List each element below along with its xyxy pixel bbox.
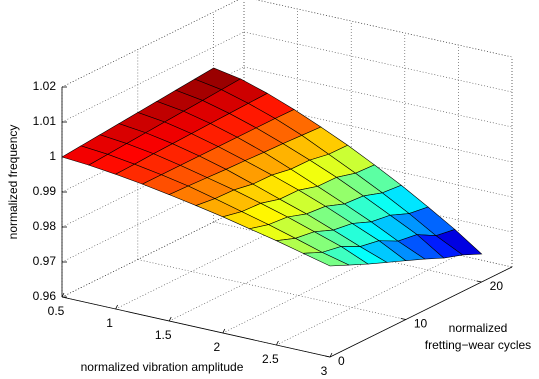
grid-line — [222, 242, 405, 334]
y-tick-label: 10 — [414, 317, 428, 331]
x-tick-label: 3 — [321, 364, 328, 378]
y-axis-label: fretting−wear cycles — [425, 338, 531, 352]
x-axis — [61, 296, 331, 358]
grid-line — [115, 218, 298, 310]
z-tick-label: 1.01 — [33, 114, 57, 128]
tick-mark — [276, 340, 279, 346]
x-tick-label: 1.5 — [155, 328, 172, 342]
grid-line — [243, 31, 513, 93]
x-tick-label: 2 — [213, 340, 220, 354]
z-tick-label: 0.98 — [33, 219, 57, 233]
z-tick-label: 1 — [49, 149, 56, 163]
y-axis — [329, 266, 513, 358]
tick-mark — [115, 304, 118, 310]
tick-mark — [400, 318, 406, 320]
grid-line — [169, 230, 352, 322]
tick-mark — [476, 280, 482, 283]
y-tick-label: 0 — [338, 354, 345, 368]
z-axis-label: normalized frequency — [6, 125, 20, 240]
grid-line — [276, 254, 459, 346]
z-tick-label: 1.02 — [33, 79, 57, 93]
tick-mark — [329, 352, 333, 358]
tick-mark — [168, 316, 172, 322]
grid-line — [61, 31, 245, 123]
y-axis-label: normalized — [449, 321, 508, 335]
x-axis-label: normalized vibration amplitude — [81, 360, 244, 374]
grid-line — [61, 136, 245, 228]
x-tick-label: 1 — [106, 316, 113, 330]
z-tick-label: 0.96 — [33, 289, 57, 303]
grid-line — [243, 66, 513, 128]
grid-line — [61, 171, 245, 263]
x-tick-label: 2.5 — [262, 352, 279, 366]
grid-line — [256, 0, 513, 58]
grid-line — [61, 0, 239, 88]
grid-line — [137, 259, 406, 320]
z-tick-label: 0.99 — [33, 184, 57, 198]
grid-line — [61, 206, 245, 298]
y-tick-label: 20 — [490, 279, 504, 293]
z-tick-label: 0.97 — [33, 254, 57, 268]
box-edge — [256, 0, 513, 58]
grid-line — [61, 101, 245, 193]
tick-mark — [222, 328, 226, 334]
x-tick-label: 0.5 — [48, 304, 65, 318]
surface-patch — [303, 252, 350, 267]
